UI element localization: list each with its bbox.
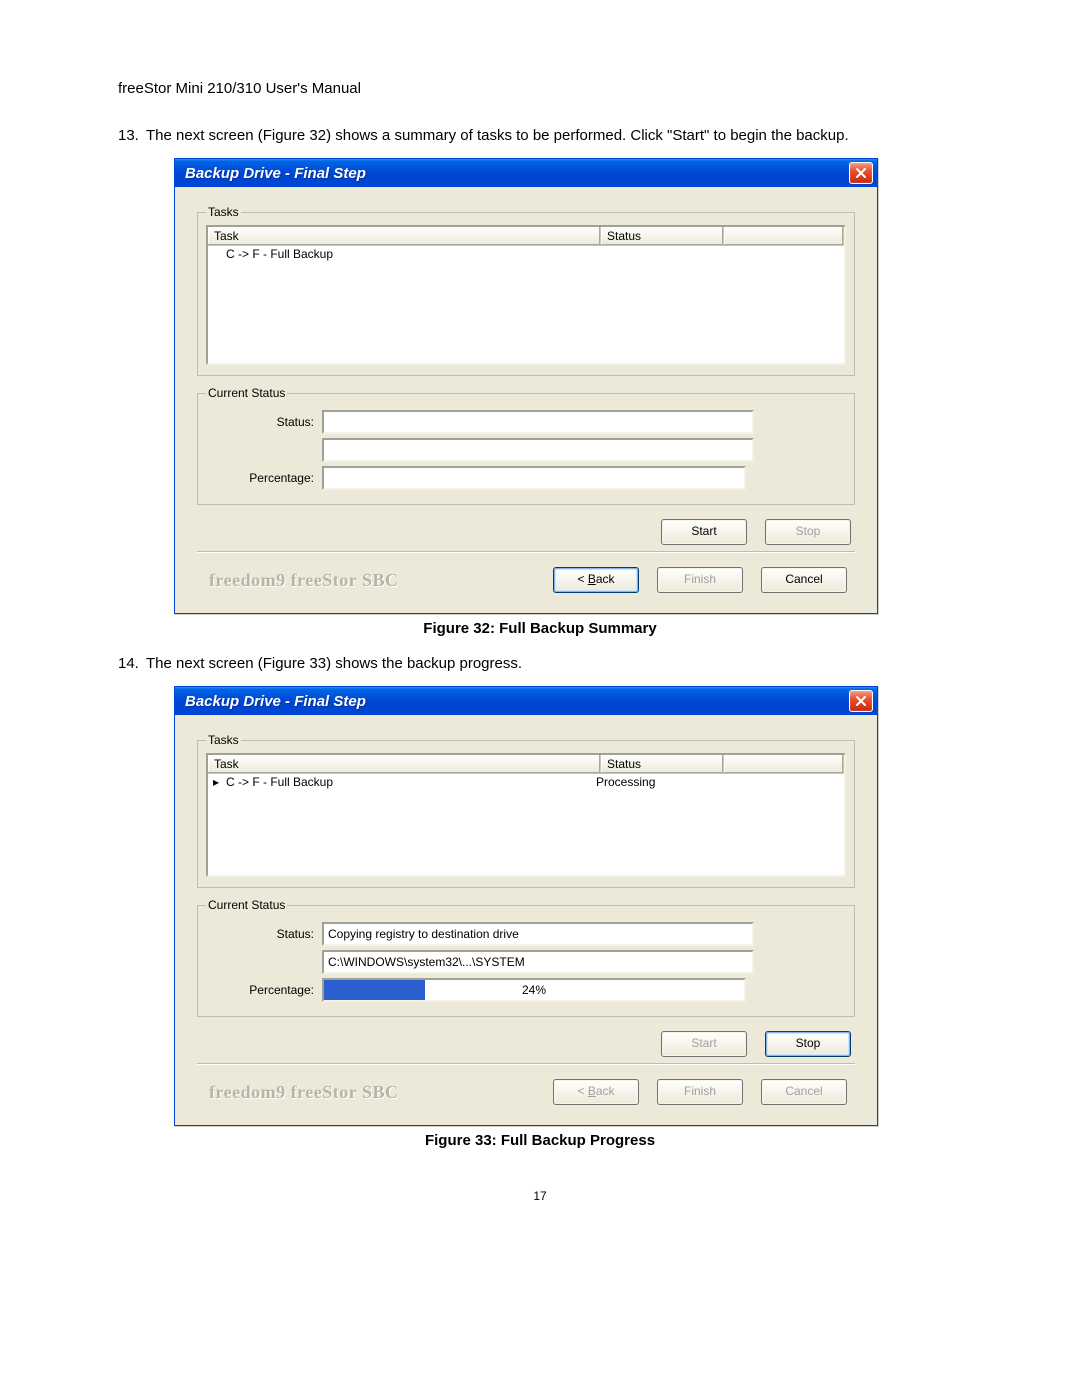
progress-text: 24% <box>324 980 744 1000</box>
finish-button[interactable]: Finish <box>657 567 743 593</box>
close-button[interactable] <box>849 162 873 184</box>
status-label: Status: <box>206 415 322 429</box>
task-row[interactable]: ▸ C -> F - Full Backup Processing <box>208 774 844 790</box>
col-status[interactable]: Status <box>601 755 724 773</box>
current-status-legend: Current Status <box>206 898 287 912</box>
tasks-listview[interactable]: Task Status ▸ C -> F - Full Backup Proce… <box>206 753 846 877</box>
dialog-window: Backup Drive - Final Step Tasks Task Sta… <box>174 158 878 614</box>
finish-button[interactable]: Finish <box>657 1079 743 1105</box>
file-field <box>322 438 754 462</box>
step-text: The next screen (Figure 32) shows a summ… <box>146 127 962 144</box>
doc-header: freeStor Mini 210/310 User's Manual <box>118 80 962 97</box>
percentage-field <box>322 466 746 490</box>
tasks-header: Task Status <box>208 227 844 246</box>
tasks-legend: Tasks <box>206 205 241 219</box>
back-button[interactable]: < Back <box>553 1079 639 1105</box>
percentage-field: 24% <box>322 978 746 1002</box>
stop-button[interactable]: Stop <box>765 1031 851 1057</box>
row-arrow-icon: ▸ <box>208 775 224 789</box>
status-field: Copying registry to destination drive <box>322 922 754 946</box>
separator <box>197 551 855 553</box>
col-spacer <box>724 227 844 245</box>
row-task-name: C -> F - Full Backup <box>224 775 596 789</box>
close-icon <box>856 168 866 178</box>
document-page: freeStor Mini 210/310 User's Manual 13.T… <box>0 0 1080 1397</box>
tasks-group: Tasks Task Status C -> F - Full Backup <box>197 205 855 376</box>
status-field <box>322 410 754 434</box>
figure-33: Backup Drive - Final Step Tasks Task Sta… <box>174 686 962 1126</box>
col-status[interactable]: Status <box>601 227 724 245</box>
step-14: 14.The next screen (Figure 33) shows the… <box>118 655 962 672</box>
titlebar: Backup Drive - Final Step <box>175 687 877 715</box>
tasks-group: Tasks Task Status ▸ C -> F - Full Backup… <box>197 733 855 888</box>
start-button[interactable]: Start <box>661 519 747 545</box>
current-status-group: Current Status Status: Percentage: <box>197 386 855 505</box>
close-icon <box>856 696 866 706</box>
col-task[interactable]: Task <box>208 755 601 773</box>
separator <box>197 1063 855 1065</box>
file-field: C:\WINDOWS\system32\...\SYSTEM <box>322 950 754 974</box>
action-buttons: Start Stop <box>197 519 851 545</box>
window-title: Backup Drive - Final Step <box>185 165 366 182</box>
step-13: 13.The next screen (Figure 32) shows a s… <box>118 127 962 144</box>
status-label: Status: <box>206 927 322 941</box>
brand-text: freedom9 freeStor SBC <box>209 1082 553 1103</box>
cancel-button[interactable]: Cancel <box>761 567 847 593</box>
dialog-body: Tasks Task Status C -> F - Full Backup <box>175 187 877 613</box>
footer: freedom9 freeStor SBC < Back Finish Canc… <box>197 563 855 603</box>
percentage-label: Percentage: <box>206 471 322 485</box>
close-button[interactable] <box>849 690 873 712</box>
task-row[interactable]: C -> F - Full Backup <box>208 246 844 262</box>
col-task[interactable]: Task <box>208 227 601 245</box>
window-title: Backup Drive - Final Step <box>185 693 366 710</box>
figure-32-caption: Figure 32: Full Backup Summary <box>118 620 962 637</box>
figure-33-caption: Figure 33: Full Backup Progress <box>118 1132 962 1149</box>
progress-text <box>324 468 744 488</box>
step-text: The next screen (Figure 33) shows the ba… <box>146 655 962 672</box>
footer: freedom9 freeStor SBC < Back Finish Canc… <box>197 1075 855 1115</box>
cancel-button[interactable]: Cancel <box>761 1079 847 1105</box>
tasks-legend: Tasks <box>206 733 241 747</box>
row-task-status: Processing <box>596 775 706 789</box>
dialog-window: Backup Drive - Final Step Tasks Task Sta… <box>174 686 878 1126</box>
titlebar: Backup Drive - Final Step <box>175 159 877 187</box>
row-task-status <box>596 247 706 261</box>
step-number: 13. <box>118 127 146 144</box>
figure-32: Backup Drive - Final Step Tasks Task Sta… <box>174 158 962 614</box>
row-icon <box>208 247 224 261</box>
col-spacer <box>724 755 844 773</box>
back-button[interactable]: < Back <box>553 567 639 593</box>
page-number: 17 <box>118 1189 962 1203</box>
dialog-body: Tasks Task Status ▸ C -> F - Full Backup… <box>175 715 877 1125</box>
tasks-header: Task Status <box>208 755 844 774</box>
stop-button[interactable]: Stop <box>765 519 851 545</box>
tasks-listview[interactable]: Task Status C -> F - Full Backup <box>206 225 846 365</box>
action-buttons: Start Stop <box>197 1031 851 1057</box>
start-button[interactable]: Start <box>661 1031 747 1057</box>
current-status-group: Current Status Status: Copying registry … <box>197 898 855 1017</box>
current-status-legend: Current Status <box>206 386 287 400</box>
row-task-name: C -> F - Full Backup <box>224 247 596 261</box>
brand-text: freedom9 freeStor SBC <box>209 570 553 591</box>
step-number: 14. <box>118 655 146 672</box>
percentage-label: Percentage: <box>206 983 322 997</box>
